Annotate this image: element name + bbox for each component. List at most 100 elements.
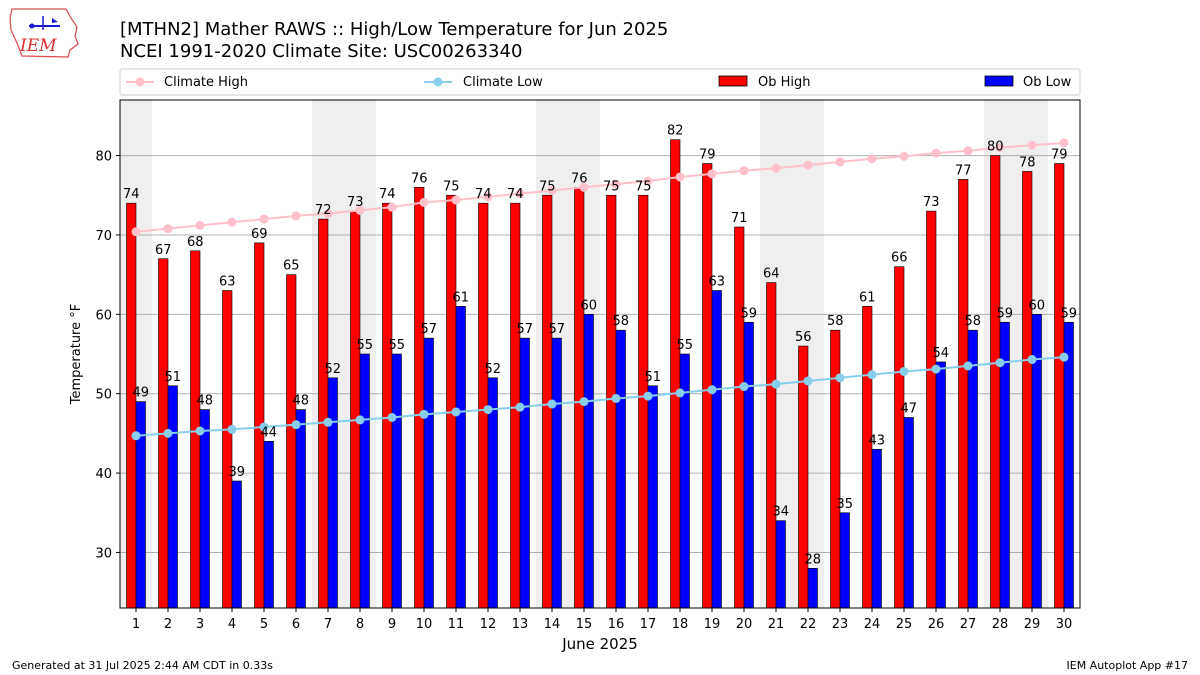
climate-high-point-day-11 bbox=[451, 195, 461, 205]
legend-climate-low-label: Climate Low bbox=[463, 75, 543, 90]
footer-app: IEM Autoplot App #17 bbox=[1067, 659, 1189, 672]
ob-low-value-label-day-13: 57 bbox=[516, 322, 533, 337]
ob-high-value-label-day-25: 66 bbox=[891, 251, 908, 266]
ob-low-bar-day-3 bbox=[199, 409, 210, 609]
ob-low-value-label-day-24: 43 bbox=[868, 433, 885, 448]
ob-low-bar-day-21 bbox=[775, 520, 786, 609]
ob-high-bar-day-23 bbox=[830, 329, 841, 609]
climate-high-point-day-20 bbox=[739, 166, 749, 176]
ob-low-value-label-day-14: 57 bbox=[548, 322, 565, 337]
ob-low-bar-day-14 bbox=[551, 337, 562, 609]
ob-high-bar-day-1 bbox=[126, 202, 137, 609]
ob-low-value-label-day-5: 44 bbox=[260, 425, 277, 440]
iowa-outline-icon bbox=[9, 8, 79, 58]
climate-high-point-day-15 bbox=[579, 182, 589, 192]
ob-high-value-label-day-27: 77 bbox=[955, 163, 972, 178]
ob-high-value-label-day-5: 69 bbox=[251, 227, 268, 242]
ob-low-value-label-day-22: 28 bbox=[804, 552, 821, 567]
climate-high-point-day-6 bbox=[291, 211, 301, 221]
climate-low-point-day-25 bbox=[899, 366, 909, 376]
ob-low-value-label-day-2: 51 bbox=[164, 370, 181, 385]
ob-high-bar-day-20 bbox=[734, 226, 745, 609]
ob-high-value-label-day-26: 73 bbox=[923, 195, 940, 210]
ob-low-bar-day-5 bbox=[263, 441, 274, 609]
climate-high-point-day-14 bbox=[547, 185, 557, 195]
ob-low-value-label-day-3: 48 bbox=[196, 394, 213, 409]
ob-high-bar-day-21 bbox=[766, 282, 777, 609]
x-tick-label-6: 6 bbox=[292, 617, 300, 632]
ob-low-bar-day-24 bbox=[871, 448, 882, 609]
ob-low-value-label-day-15: 60 bbox=[580, 298, 597, 313]
ob-high-value-label-day-15: 76 bbox=[571, 171, 588, 186]
ob-low-value-label-day-7: 52 bbox=[324, 362, 341, 377]
ob-low-value-label-day-9: 55 bbox=[388, 338, 405, 353]
x-tick-label-13: 13 bbox=[512, 617, 529, 632]
ob-low-bar-day-13 bbox=[519, 337, 530, 609]
y-tick-label-70: 70 bbox=[95, 229, 112, 244]
ob-low-value-label-day-29: 60 bbox=[1028, 298, 1045, 313]
x-tick-label-23: 23 bbox=[832, 617, 849, 632]
climate-high-point-day-12 bbox=[483, 192, 493, 202]
x-tick-label-30: 30 bbox=[1056, 617, 1073, 632]
ob-high-value-label-day-10: 76 bbox=[411, 171, 428, 186]
climate-low-point-day-26 bbox=[931, 364, 941, 374]
y-axis-label: Temperature °F bbox=[69, 304, 84, 405]
ob-low-bar-day-30 bbox=[1063, 321, 1074, 609]
climate-high-point-day-30 bbox=[1059, 138, 1069, 148]
ob-high-value-label-day-17: 75 bbox=[635, 179, 652, 194]
x-tick-label-9: 9 bbox=[388, 617, 396, 632]
climate-low-point-day-23 bbox=[835, 373, 845, 383]
x-tick-label-5: 5 bbox=[260, 617, 268, 632]
ob-low-value-label-day-23: 35 bbox=[836, 497, 853, 512]
climate-low-point-day-28 bbox=[995, 358, 1005, 368]
ob-low-value-label-day-30: 59 bbox=[1060, 306, 1077, 321]
y-tick-label-30: 30 bbox=[95, 546, 112, 561]
climate-low-point-day-12 bbox=[483, 405, 493, 415]
ob-high-bar-day-28 bbox=[990, 155, 1001, 609]
legend-climate-high-marker bbox=[135, 77, 145, 87]
climate-low-point-day-3 bbox=[195, 426, 205, 436]
climate-low-point-day-13 bbox=[515, 402, 525, 412]
legend-ob-low-swatch bbox=[984, 75, 1014, 87]
ob-low-bar-day-26 bbox=[935, 361, 946, 609]
x-tick-label-17: 17 bbox=[640, 617, 657, 632]
ob-high-value-label-day-30: 79 bbox=[1051, 148, 1068, 163]
climate-low-point-day-4 bbox=[227, 424, 237, 434]
ob-high-value-label-day-20: 71 bbox=[731, 211, 748, 226]
x-tick-label-3: 3 bbox=[196, 617, 204, 632]
ob-low-bar-day-20 bbox=[743, 321, 754, 609]
ob-low-value-label-day-20: 59 bbox=[740, 306, 757, 321]
climate-high-point-day-16 bbox=[611, 179, 621, 189]
climate-high-point-day-4 bbox=[227, 217, 237, 227]
x-tick-label-1: 1 bbox=[132, 617, 140, 632]
ob-high-bar-day-30 bbox=[1054, 163, 1065, 609]
ob-high-bar-day-6 bbox=[286, 274, 297, 609]
climate-low-point-day-18 bbox=[675, 388, 685, 398]
x-tick-label-29: 29 bbox=[1024, 617, 1041, 632]
ob-low-bar-day-11 bbox=[455, 306, 466, 609]
climate-high-line bbox=[135, 141, 1065, 233]
climate-low-point-day-20 bbox=[739, 382, 749, 392]
ob-high-value-label-day-24: 61 bbox=[859, 290, 876, 305]
x-tick-label-19: 19 bbox=[704, 617, 721, 632]
climate-high-point-day-29 bbox=[1027, 140, 1037, 150]
ob-low-bar-day-10 bbox=[423, 337, 434, 609]
ob-high-bar-day-7 bbox=[318, 218, 329, 609]
ob-low-value-label-day-27: 58 bbox=[964, 314, 981, 329]
climate-high-point-day-22 bbox=[803, 160, 813, 170]
ob-high-bar-day-10 bbox=[414, 187, 425, 609]
climate-high-point-day-2 bbox=[163, 224, 173, 234]
plot-frame bbox=[119, 99, 1081, 609]
ob-high-value-label-day-7: 72 bbox=[315, 203, 332, 218]
x-tick-label-21: 21 bbox=[768, 617, 785, 632]
climate-high-point-day-13 bbox=[515, 189, 525, 199]
ob-high-value-label-day-29: 78 bbox=[1019, 155, 1036, 170]
y-tick-label-60: 60 bbox=[95, 308, 112, 323]
x-tick-label-25: 25 bbox=[896, 617, 913, 632]
climate-low-point-day-27 bbox=[963, 361, 973, 371]
x-tick-label-11: 11 bbox=[448, 617, 465, 632]
ob-high-value-label-day-23: 58 bbox=[827, 314, 844, 329]
climate-low-point-day-14 bbox=[547, 399, 557, 409]
